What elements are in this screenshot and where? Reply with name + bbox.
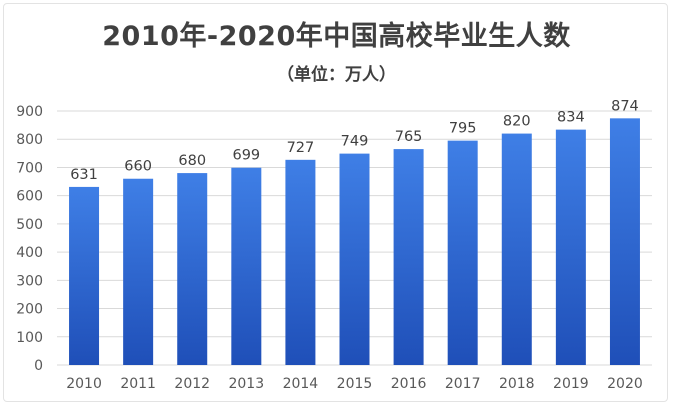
x-tick-label: 2020 — [607, 376, 643, 392]
bar-2012 — [177, 173, 208, 365]
bar-2011 — [123, 178, 154, 365]
x-tick-label: 2011 — [120, 376, 156, 392]
bar-2015 — [339, 153, 370, 365]
x-tick-label: 2013 — [228, 376, 264, 392]
data-label-2018: 820 — [503, 114, 531, 130]
bar-2018 — [501, 133, 532, 365]
bar-2019 — [555, 129, 586, 365]
y-tick-label: 800 — [16, 132, 43, 148]
bar-2013 — [231, 167, 262, 365]
x-tick-label: 2017 — [445, 376, 481, 392]
x-tick-label: 2016 — [391, 376, 427, 392]
data-label-2013: 699 — [232, 148, 260, 164]
y-tick-label: 400 — [16, 245, 43, 261]
y-axis-ticks: 0 100 200 300 400 500 600 700 800 900 — [16, 104, 43, 374]
bar-2010 — [69, 186, 100, 365]
x-tick-label: 2010 — [66, 376, 102, 392]
data-label-2019: 834 — [557, 110, 585, 126]
y-tick-label: 0 — [34, 358, 43, 374]
x-tick-label: 2019 — [553, 376, 589, 392]
bar-2014 — [285, 159, 316, 365]
data-label-2014: 727 — [287, 140, 315, 156]
bar-2016 — [393, 149, 424, 365]
bars — [69, 118, 640, 366]
chart-title: 2010年-2020年中国高校毕业生人数 — [102, 21, 571, 52]
data-label-2017: 795 — [449, 121, 477, 137]
data-label-2015: 749 — [341, 134, 369, 150]
y-tick-label: 900 — [16, 104, 43, 120]
data-label-2020: 874 — [611, 98, 639, 114]
y-tick-label: 300 — [16, 273, 43, 289]
data-label-2016: 765 — [395, 129, 423, 145]
chart-subtitle: （单位：万人） — [277, 65, 396, 85]
bar-2020 — [609, 118, 640, 366]
data-label-2010: 631 — [70, 167, 98, 183]
data-label-2012: 680 — [178, 153, 206, 169]
data-label-2011: 660 — [124, 159, 152, 175]
x-tick-label: 2015 — [337, 376, 373, 392]
data-labels: 631 660 680 699 727 749 765 795 820 834 874 — [70, 98, 639, 183]
y-tick-label: 700 — [16, 160, 43, 176]
y-tick-label: 100 — [16, 330, 43, 346]
y-tick-label: 500 — [16, 217, 43, 233]
y-tick-label: 200 — [16, 302, 43, 318]
x-axis-ticks: 2010 2011 2012 2013 2014 2015 2016 2017 2018 2019… — [66, 376, 643, 392]
y-tick-label: 600 — [16, 189, 43, 205]
bar-2017 — [447, 140, 478, 365]
x-tick-label: 2018 — [499, 376, 535, 392]
x-tick-label: 2012 — [174, 376, 210, 392]
x-tick-label: 2014 — [283, 376, 319, 392]
